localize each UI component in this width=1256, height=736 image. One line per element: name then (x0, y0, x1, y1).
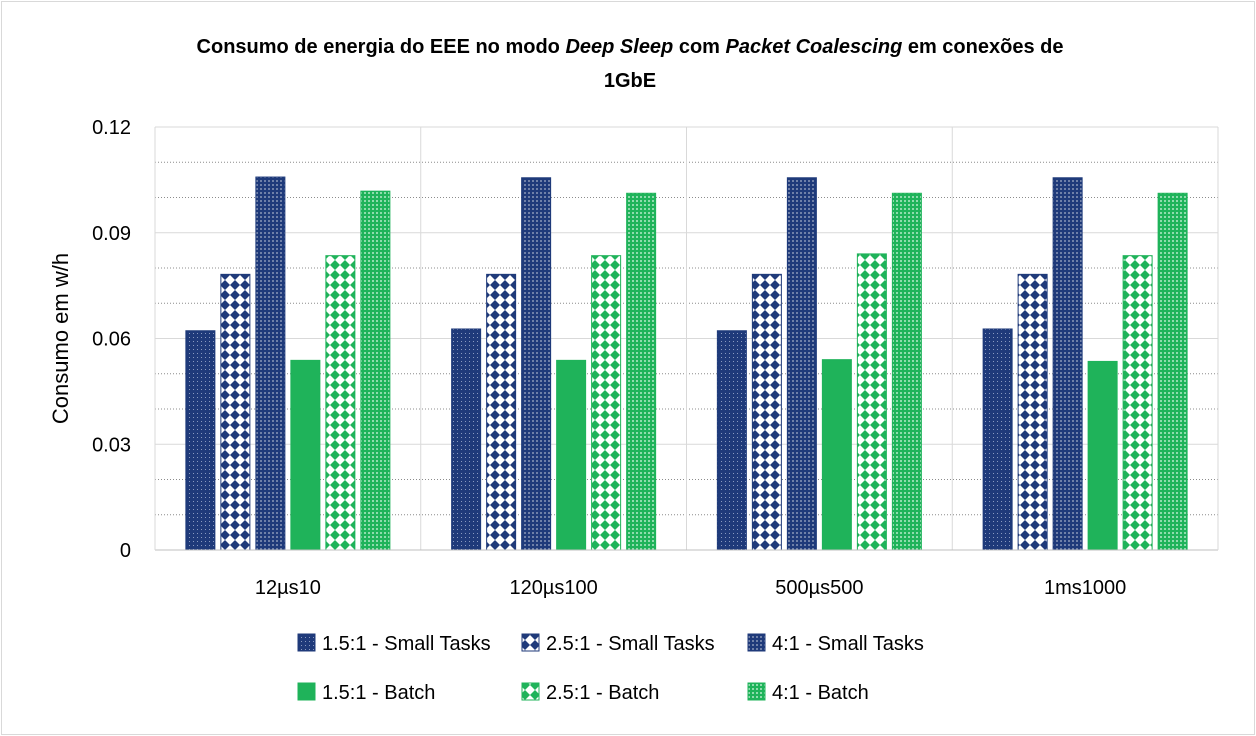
bar (486, 273, 517, 551)
title-emphasis-1: Deep Sleep (565, 36, 674, 58)
x-tick-label: 500µs500 (775, 577, 863, 599)
bar (521, 177, 552, 551)
bar (1052, 177, 1083, 551)
x-tick-label: 12µs10 (255, 577, 321, 599)
title-text-2: com (673, 36, 726, 58)
bar (716, 330, 747, 551)
bar (891, 192, 922, 551)
legend-swatch (297, 633, 316, 652)
title-text-3: em conexões de (902, 36, 1064, 58)
x-tick-label: 120µs100 (509, 577, 597, 599)
legend-label: 2.5:1 - Batch (546, 682, 659, 704)
bar (556, 359, 587, 551)
legend-label: 1.5:1 - Batch (322, 682, 435, 704)
bar (451, 328, 482, 551)
x-tick-label: 1ms1000 (1044, 577, 1126, 599)
bar (1122, 255, 1153, 551)
y-tick-label: 0.03 (92, 434, 131, 456)
legend-swatch (521, 682, 540, 701)
legend-swatch (747, 682, 766, 701)
y-tick-label: 0 (120, 540, 131, 562)
legend-swatch (297, 682, 316, 701)
legend-swatch (521, 633, 540, 652)
y-axis-label: Consumo em w/h (48, 253, 73, 424)
bar (1017, 273, 1048, 551)
bar (982, 328, 1013, 551)
title-text-1: Consumo de energia do EEE no modo (196, 36, 566, 58)
bar (255, 176, 286, 551)
legend-label: 1.5:1 - Small Tasks (322, 633, 491, 655)
y-tick-label: 0.09 (92, 223, 131, 245)
legend-label: 4:1 - Small Tasks (772, 633, 924, 655)
bar (290, 359, 321, 551)
title-text-4: 1GbE (603, 70, 657, 92)
bar (626, 192, 657, 551)
title-emphasis-2: Packet Coalescing (725, 36, 903, 58)
legend-label: 2.5:1 - Small Tasks (546, 633, 715, 655)
y-tick-label: 0.12 (92, 117, 131, 139)
legend-swatch (747, 633, 766, 652)
bar (856, 253, 887, 551)
bar (360, 190, 391, 551)
legend-label: 4:1 - Batch (772, 682, 869, 704)
bar (821, 359, 852, 551)
bar (325, 255, 356, 551)
bar (220, 273, 251, 551)
bar (185, 330, 216, 551)
bar (751, 273, 782, 551)
bar (1087, 360, 1118, 551)
bar (591, 255, 622, 551)
chart-title: Consumo de energia do EEE no modo Deep S… (130, 30, 1130, 98)
bar (1157, 192, 1188, 551)
bar (786, 177, 817, 551)
y-tick-label: 0.06 (92, 329, 131, 351)
